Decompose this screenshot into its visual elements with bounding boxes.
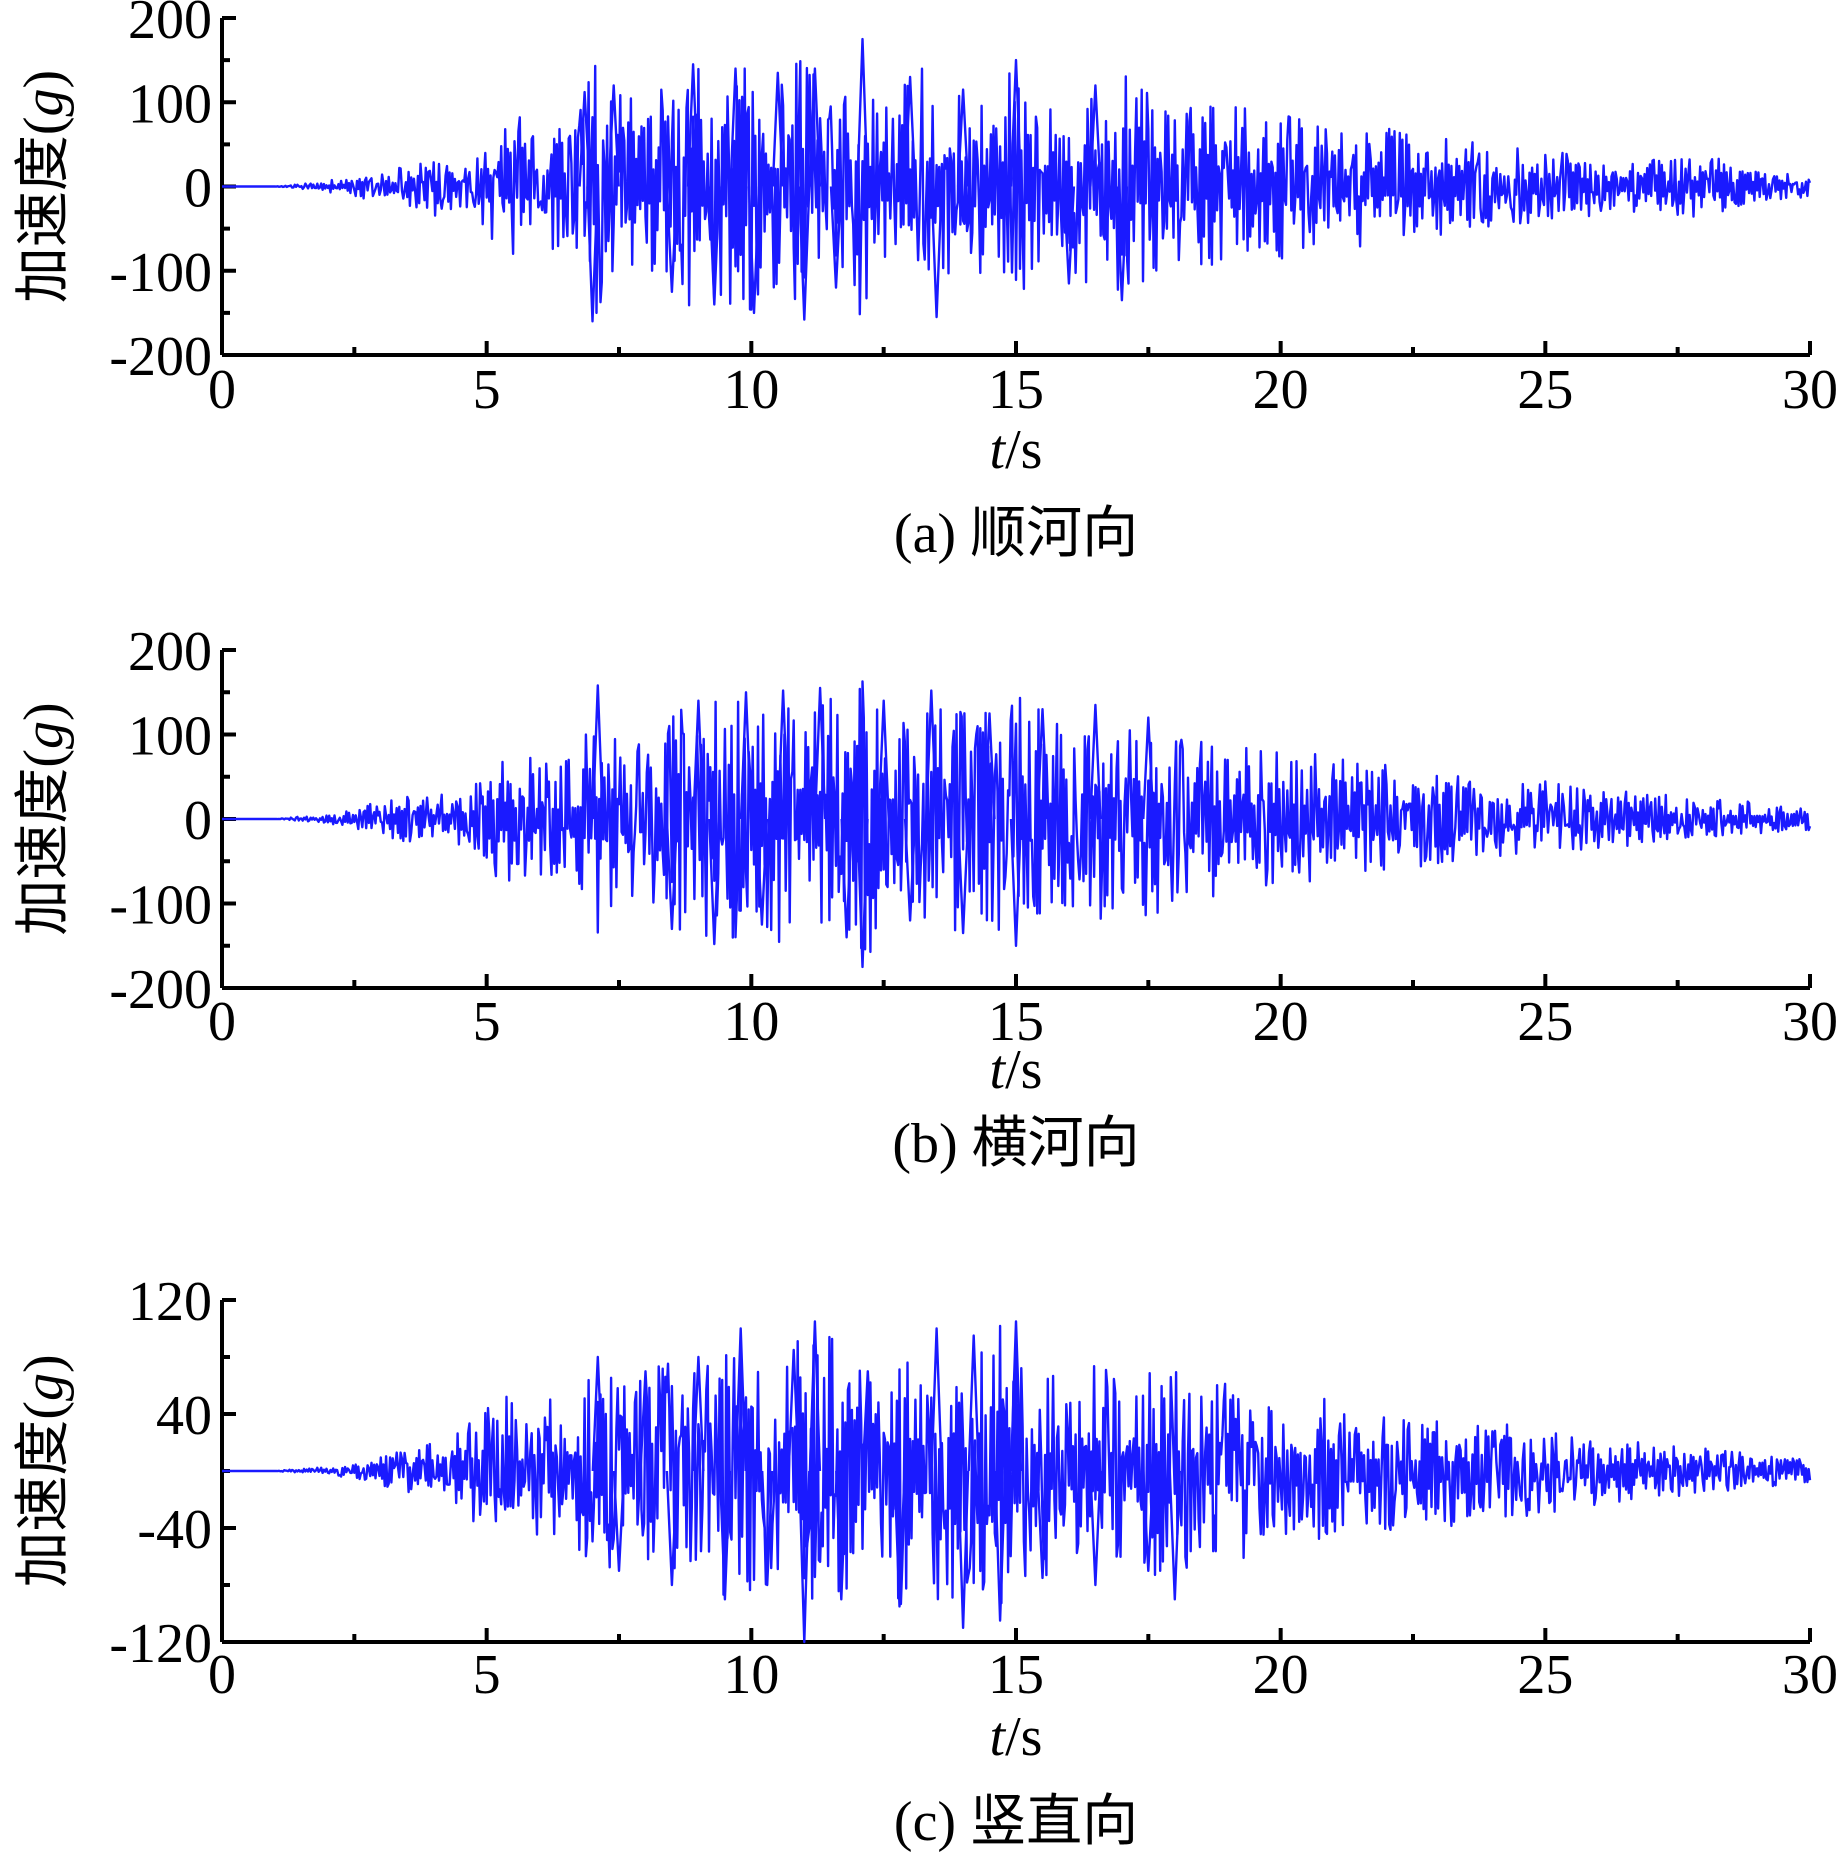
x-tick-label: 10 <box>723 359 779 421</box>
x-tick-label: 30 <box>1782 991 1838 1053</box>
x-axis-title-unit: /s <box>1005 1039 1042 1101</box>
waveform-peaks <box>578 37 1129 323</box>
y-axis-title: 加速度(g) <box>13 70 75 303</box>
x-axis-title-unit: /s <box>1005 419 1042 481</box>
y-tick-label: -120 <box>109 1613 212 1675</box>
y-tick-label: 120 <box>128 1271 212 1333</box>
y-axis-title-suffix: ) <box>13 70 75 89</box>
x-axis-title-var: t <box>990 1706 1007 1768</box>
subplot-caption: (c) 竖直向 <box>894 1791 1138 1853</box>
x-tick-label: 5 <box>473 991 501 1053</box>
y-tick-label: -100 <box>109 242 212 304</box>
chart-panel-2: 0 5 10 15 20 25 30 -200 -100 0 100 200 加速度(g) t/s (b) … <box>13 621 1838 1175</box>
y-tick-label: 200 <box>128 621 212 683</box>
waveform-line <box>222 1324 1812 1606</box>
x-tick-label: 5 <box>473 359 501 421</box>
y-axis-title-suffix: ) <box>13 702 75 721</box>
x-axis-title-unit: /s <box>1005 1706 1042 1768</box>
x-tick-label: 20 <box>1253 991 1309 1053</box>
x-tick-label: 30 <box>1782 1644 1838 1706</box>
y-tick-label: -40 <box>137 1499 212 1561</box>
x-tick-label: 15 <box>988 359 1044 421</box>
x-tick-label: 25 <box>1517 1644 1573 1706</box>
x-tick-label: 5 <box>473 1644 501 1706</box>
x-tick-label: 15 <box>988 1644 1044 1706</box>
y-axis-title-var: g <box>13 89 75 117</box>
x-tick-label: 25 <box>1517 991 1573 1053</box>
y-tick-label: 0 <box>184 158 212 220</box>
waveform-line <box>222 60 1812 316</box>
waveform-line <box>222 680 1812 954</box>
waveform-peaks <box>591 684 1155 969</box>
y-tick-label: 100 <box>128 706 212 768</box>
y-tick-label: -200 <box>109 326 212 388</box>
chart-panel-1: 0 5 10 15 20 25 30 -200 -100 0 100 200 加速度(g) t/s (a) … <box>13 0 1838 565</box>
subplot-caption: (b) 横河向 <box>892 1113 1139 1175</box>
x-axis-title: t/s <box>990 1039 1043 1101</box>
x-tick-label: 20 <box>1253 359 1309 421</box>
y-axis-title: 加速度(g) <box>13 702 75 935</box>
waveform-peaks <box>591 1320 1181 1644</box>
y-axis-title-prefix: 加速度( <box>13 1401 75 1588</box>
y-tick-label: 40 <box>156 1385 212 1447</box>
y-tick-label: -100 <box>109 875 212 937</box>
x-tick-label: 0 <box>208 359 236 421</box>
x-tick-label: 0 <box>208 1644 236 1706</box>
x-tick-label: 0 <box>208 991 236 1053</box>
x-axis-title-var: t <box>990 1039 1007 1101</box>
x-tick-label: 30 <box>1782 359 1838 421</box>
y-tick-label: 100 <box>128 73 212 135</box>
y-tick-label: -200 <box>109 959 212 1021</box>
chart-panel-3: 0 5 10 15 20 25 30 -120 -40 40 120 加速度(g) t/s (c) 竖直向 <box>13 1271 1838 1853</box>
x-tick-label: 10 <box>723 1644 779 1706</box>
x-tick-label: 20 <box>1253 1644 1309 1706</box>
x-axis-title: t/s <box>990 1706 1043 1768</box>
x-tick-label: 25 <box>1517 359 1573 421</box>
x-axis-title-var: t <box>990 419 1007 481</box>
y-tick-label: 0 <box>184 790 212 852</box>
subplot-caption: (a) 顺河向 <box>894 503 1138 565</box>
x-tick-label: 10 <box>723 991 779 1053</box>
x-axis-title: t/s <box>990 419 1043 481</box>
x-tick-label: 15 <box>988 991 1044 1053</box>
y-axis-title-prefix: 加速度( <box>13 117 75 304</box>
y-tick-label: 200 <box>128 0 212 51</box>
y-axis-title-var: g <box>13 721 75 749</box>
y-axis-title-var: g <box>13 1373 75 1401</box>
y-axis-title: 加速度(g) <box>13 1354 75 1587</box>
y-axis-title-suffix: ) <box>13 1354 75 1373</box>
y-axis-title-prefix: 加速度( <box>13 749 75 936</box>
